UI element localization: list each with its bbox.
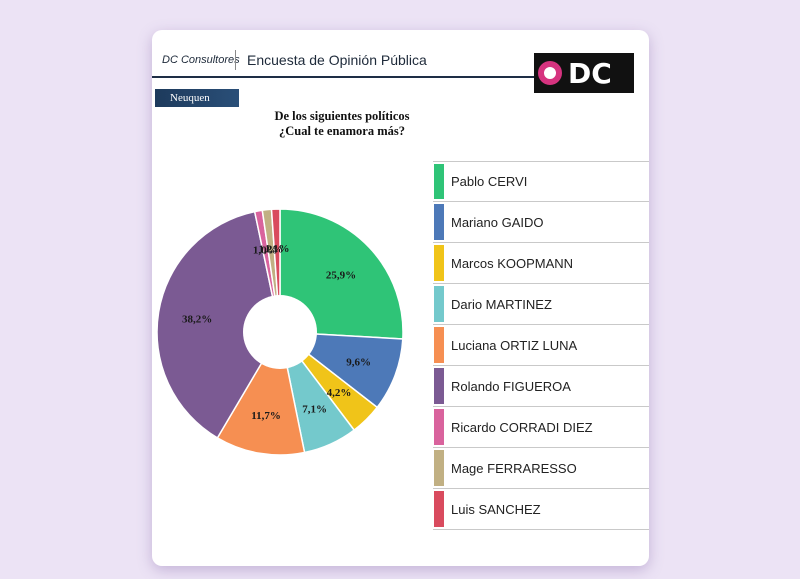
chart-title-line-2: ¿Cual te enamora más? (278, 124, 406, 138)
legend-swatch (434, 327, 444, 363)
slice-label-mariano-gaido: 9,6% (346, 356, 371, 368)
legend-item-marcos-koopmann: Marcos KOOPMANN (433, 243, 649, 284)
logo-ring-icon (538, 61, 562, 85)
brand-name: DC Consultores (162, 54, 240, 66)
slice-pablo-cervi (279, 208, 404, 340)
legend-item-rolando-figueroa: Rolando FIGUEROA (433, 366, 649, 407)
slice-label-rolando-figueroa: 38,2% (182, 313, 212, 325)
legend-item-luciana-ortiz-luna: Luciana ORTIZ LUNA (433, 325, 649, 366)
legend-item-luis-sanchez: Luis SANCHEZ (433, 489, 649, 530)
chart-title: De los siguientes políticos ¿Cual te ena… (252, 109, 432, 139)
survey-title: Encuesta de Opinión Pública (247, 52, 427, 68)
legend-label: Luis SANCHEZ (451, 501, 541, 517)
chart-legend: Pablo CERVI Mariano GAIDO Marcos KOOPMANN D… (433, 161, 649, 530)
legend-label: Rolando FIGUEROA (451, 378, 571, 394)
legend-label: Dario MARTINEZ (451, 296, 552, 312)
legend-label: Pablo CERVI (451, 174, 528, 189)
legend-label: Marcos KOOPMANN (451, 255, 574, 271)
slice-label-pablo-cervi: 25,9% (326, 269, 356, 281)
donut-hole (243, 295, 317, 369)
legend-swatch (434, 245, 444, 281)
legend-item-ricardo-corradi-diez: Ricardo CORRADI DIEZ (433, 407, 649, 448)
legend-label: Mariano GAIDO (451, 214, 544, 230)
donut-chart: 25,9% 9,6% 4,2%7,1% 11,7% 38,2% 1,0%1,2%1,1% (156, 208, 404, 456)
header-rule (152, 76, 547, 78)
legend-swatch (434, 450, 444, 486)
legend-swatch (434, 491, 444, 527)
slice-label-luis-sanchez: 1,1% (265, 243, 290, 255)
logo-text: DC (568, 56, 612, 90)
legend-item-mage-ferraresso: Mage FERRARESSO (433, 448, 649, 489)
chart-title-line-1: De los siguientes políticos (274, 109, 410, 123)
slice-label-marcos-koopmann: 4,2% (327, 387, 352, 399)
legend-label: Ricardo CORRADI DIEZ (451, 419, 593, 435)
header-separator (235, 50, 236, 70)
legend-item-dario-martinez: Dario MARTINEZ (433, 284, 649, 325)
slice-label-mage-ferraresso: 1,2% (259, 243, 284, 255)
slice-rolando-figueroa (156, 210, 281, 439)
legend-swatch (434, 164, 444, 199)
slice-label-dario-martinez: 7,1% (302, 404, 327, 416)
slice-label-luciana-ortiz-luna: 11,7% (251, 410, 281, 422)
legend-swatch (434, 368, 444, 404)
survey-card: DC Consultores Encuesta de Opinión Públi… (152, 30, 649, 566)
dc-logo: DC (534, 53, 634, 93)
legend-item-mariano-gaido: Mariano GAIDO (433, 202, 649, 243)
legend-swatch (434, 409, 444, 445)
legend-label: Mage FERRARESSO (451, 460, 577, 476)
legend-swatch (434, 204, 444, 240)
legend-label: Luciana ORTIZ LUNA (451, 337, 578, 353)
region-badge: Neuquen (155, 89, 239, 107)
legend-swatch (434, 286, 444, 322)
legend-item-pablo-cervi: Pablo CERVI (433, 161, 649, 202)
slice-label-ricardo-corradi-diez: 1,0% (253, 244, 278, 256)
